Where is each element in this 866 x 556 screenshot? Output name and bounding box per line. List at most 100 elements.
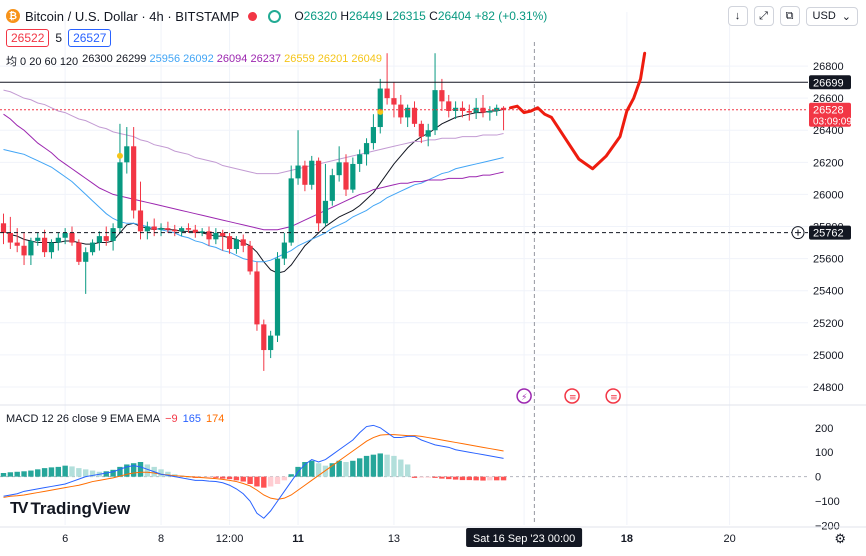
macd-histogram-bar xyxy=(350,460,356,477)
candle-body xyxy=(302,165,308,185)
ma-legend-value: 26201 xyxy=(317,53,352,65)
candle-body xyxy=(254,271,260,325)
macd-tick-label: −100 xyxy=(815,496,840,508)
candle-body xyxy=(62,232,68,238)
candle-body xyxy=(137,210,144,232)
candle-body xyxy=(391,98,397,105)
price-tick-label: 26800 xyxy=(813,61,844,73)
spread-value: 5 xyxy=(55,31,63,45)
macd-histogram-bar xyxy=(14,471,20,477)
macd-histogram-bar xyxy=(48,467,55,477)
candle-body xyxy=(220,232,226,237)
price-tick-label: 26600 xyxy=(813,93,844,105)
candle-body xyxy=(226,236,233,249)
candle-body xyxy=(480,107,486,113)
candle-body xyxy=(466,110,472,113)
macd-histogram-bar xyxy=(343,462,349,477)
macd-legend[interactable]: MACD 12 26 close 9 EMA EMA −9 165 174 xyxy=(6,413,224,425)
us-flag-icon xyxy=(564,388,580,404)
macd-histogram-bar xyxy=(69,466,75,477)
macd-histogram-bar xyxy=(404,464,411,477)
moving-average-line xyxy=(3,113,504,231)
candle-body xyxy=(295,165,301,179)
macd-histogram-bar xyxy=(418,476,425,478)
macd-histogram-bar xyxy=(144,464,151,477)
macd-histogram-bar xyxy=(336,460,342,477)
screenshot-icon[interactable]: ⧉ xyxy=(779,6,800,26)
candle-body xyxy=(165,228,171,230)
candle-body xyxy=(281,242,287,259)
candle-body xyxy=(343,162,349,190)
macd-histogram-bar xyxy=(117,466,123,477)
macd-histogram-bar xyxy=(7,472,14,477)
ohlc-readout: O26320 H26449 L26315 C26404 +82 (+0.31%) xyxy=(294,9,548,23)
time-tick-label: 6 xyxy=(62,533,68,545)
ma-legend-value: 26559 xyxy=(284,53,318,65)
candle-body xyxy=(110,228,116,241)
macd-tick-label: 100 xyxy=(815,447,833,459)
moving-average-legend[interactable]: 均 0 20 60 120 26300 26299 25956 26092 26… xyxy=(6,53,382,69)
us-flag-icon-glyph: ≡ xyxy=(569,393,577,403)
candle-body xyxy=(35,237,41,241)
macd-histogram-bar xyxy=(213,476,219,478)
macd-histogram-bar xyxy=(247,476,253,484)
macd-histogram-bar xyxy=(377,453,383,477)
macd-histogram-bar xyxy=(384,454,390,477)
macd-histogram-bar xyxy=(363,455,370,477)
candle-body xyxy=(398,104,404,118)
candle-body xyxy=(117,162,123,229)
macd-histogram-bar xyxy=(62,465,68,477)
fullscreen-icon[interactable]: ⤢ xyxy=(753,6,774,26)
buy-price-button[interactable]: 26527 xyxy=(68,29,112,47)
candle-body xyxy=(151,226,157,230)
macd-histogram-bar xyxy=(315,463,322,477)
candle-body xyxy=(69,232,75,243)
candle-body xyxy=(124,146,130,163)
macd-histogram-bar xyxy=(281,476,288,481)
macd-histogram-bar xyxy=(233,476,240,481)
macd-histogram-bar xyxy=(473,476,479,481)
currency-select[interactable]: USD ⌄ xyxy=(805,6,858,26)
macd-histogram-bar xyxy=(254,476,260,487)
ma-legend-label: 均 0 20 60 120 xyxy=(6,56,79,68)
macd-histogram-bar xyxy=(309,460,315,477)
candle-body xyxy=(247,245,253,272)
top-toolbar: ↓ ⤢ ⧉ USD ⌄ xyxy=(727,6,858,26)
candle-body xyxy=(357,154,363,164)
candle-body xyxy=(199,231,205,233)
candle-body xyxy=(439,90,445,102)
moving-average-line xyxy=(3,89,504,175)
candle-body xyxy=(446,101,452,111)
moving-average-line xyxy=(3,149,504,263)
macd-histogram-bar xyxy=(357,458,363,477)
macd-histogram-bar xyxy=(494,476,500,481)
macd-histogram-bar xyxy=(446,476,452,480)
tradingview-logo[interactable]: TV TradingView xyxy=(10,499,130,519)
macd-histogram-bar xyxy=(391,455,397,477)
sell-price-button[interactable]: 26522 xyxy=(6,29,50,47)
price-line-label xyxy=(809,225,851,240)
macd-histogram-bar xyxy=(110,469,116,477)
price-line-value: 26528 xyxy=(813,105,844,117)
candle-body xyxy=(370,127,376,144)
candle-body xyxy=(384,88,390,99)
candle-body xyxy=(21,245,27,256)
macd-histogram-bar xyxy=(274,476,281,484)
currency-label: USD xyxy=(812,10,836,22)
price-line-value: 26699 xyxy=(813,77,844,89)
candle-body xyxy=(425,130,431,137)
gear-icon[interactable]: ⚙ xyxy=(834,531,846,546)
time-tick-label: Sat 16 Sep '23 00:00 xyxy=(473,533,575,545)
price-tick-label: 25200 xyxy=(813,318,844,330)
macd-histogram-bar xyxy=(302,462,308,477)
arrow-down-icon[interactable]: ↓ xyxy=(727,6,748,26)
candle-body xyxy=(55,237,61,243)
candle-body xyxy=(405,107,411,118)
candle-body xyxy=(309,160,315,185)
candle-body xyxy=(76,242,82,262)
lightning-icon xyxy=(516,388,532,404)
trade-panel: 26522 5 26527 xyxy=(6,29,112,47)
symbol-title[interactable]: Bitcoin / U.S. Dollar · 4h · BITSTAMP xyxy=(25,8,240,24)
candle-body xyxy=(350,163,356,190)
